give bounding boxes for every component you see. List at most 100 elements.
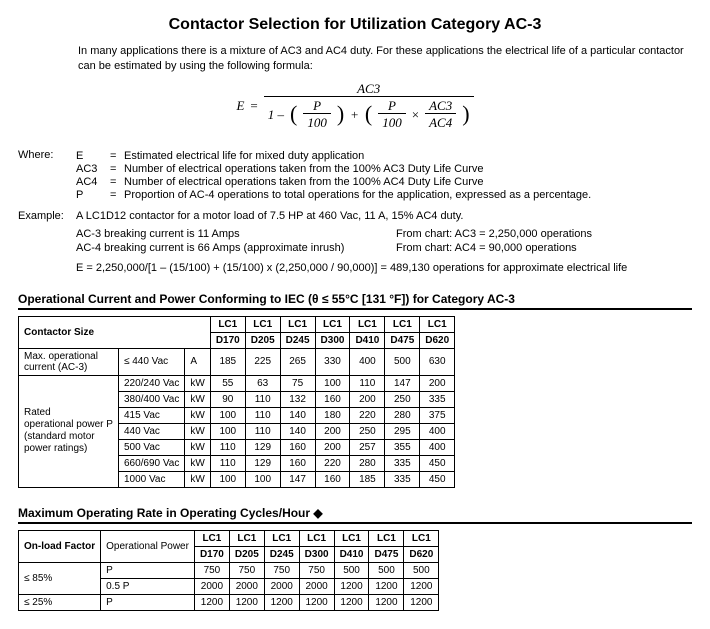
lc1-head: LC1: [334, 530, 369, 546]
cell: 200: [315, 439, 350, 455]
table-row: Max. operational current (AC-3) ≤ 440 Va…: [19, 348, 455, 375]
lc1-head: LC1: [385, 316, 420, 332]
table2-title: Maximum Operating Rate in Operating Cycl…: [18, 506, 692, 524]
cell: 160: [315, 471, 350, 487]
cell: 450: [420, 471, 455, 487]
cell: 335: [420, 391, 455, 407]
model-head: D205: [245, 332, 280, 348]
unit: kW: [185, 391, 210, 407]
model-head: D205: [229, 546, 264, 562]
formula: E = AC3 1 – ( P 100 ) + ( P 100: [18, 82, 692, 131]
cond: 220/240 Vac: [118, 375, 184, 391]
cond: 380/400 Vac: [118, 391, 184, 407]
ex-left2: AC-4 breaking current is 66 Amps (approx…: [76, 242, 396, 254]
cell: 2000: [194, 578, 229, 594]
def-sym: P: [76, 189, 110, 201]
lc1-head: LC1: [369, 530, 404, 546]
cell: 500: [385, 348, 420, 375]
cell: 1200: [299, 594, 334, 610]
power: P: [101, 562, 195, 578]
cell: 129: [245, 439, 280, 455]
cell: 110: [210, 455, 245, 471]
where-label: Where:: [18, 149, 76, 202]
unit: kW: [185, 471, 210, 487]
def-txt: Proportion of AC-4 operations to total o…: [124, 189, 591, 201]
factor-label: On-load Factor: [19, 530, 101, 562]
cond: 500 Vac: [118, 439, 184, 455]
cell: 375: [420, 407, 455, 423]
cell: 330: [315, 348, 350, 375]
cell: 110: [245, 407, 280, 423]
lc1-head: LC1: [299, 530, 334, 546]
cell: 1200: [404, 578, 439, 594]
table-rate: On-load Factor Operational Power LC1 LC1…: [18, 530, 439, 611]
table-row: On-load Factor Operational Power LC1 LC1…: [19, 530, 439, 546]
cell: 160: [280, 439, 315, 455]
cell: 185: [210, 348, 245, 375]
cell: 750: [264, 562, 299, 578]
cell: 295: [385, 423, 420, 439]
ex-right2: From chart: AC4 = 90,000 operations: [396, 242, 692, 254]
lc1-head: LC1: [194, 530, 229, 546]
page-title: Contactor Selection for Utilization Cate…: [18, 16, 692, 34]
cell: 400: [350, 348, 385, 375]
def-sym: AC3: [76, 163, 110, 175]
rowlabel: Max. operational: [24, 351, 98, 362]
definitions: Where: E=Estimated electrical life for m…: [18, 149, 692, 202]
den-lead: 1 –: [268, 108, 284, 122]
formula-lhs: E: [236, 98, 244, 114]
cell: 55: [210, 375, 245, 391]
ac4: AC4: [425, 113, 456, 130]
model-head: D475: [385, 332, 420, 348]
cell: 280: [350, 455, 385, 471]
cell: 160: [280, 455, 315, 471]
cell: 100: [210, 471, 245, 487]
contactor-size-label: Contactor Size: [19, 316, 211, 348]
cell: 1200: [404, 594, 439, 610]
cell: 110: [245, 391, 280, 407]
cell: 280: [385, 407, 420, 423]
cell: 1200: [369, 594, 404, 610]
model-head: D300: [315, 332, 350, 348]
cell: 355: [385, 439, 420, 455]
cell: 100: [210, 407, 245, 423]
cell: 500: [369, 562, 404, 578]
def-txt: Number of electrical operations taken fr…: [124, 163, 484, 175]
cell: 250: [385, 391, 420, 407]
cond: ≤ 440 Vac: [118, 348, 184, 375]
unit: kW: [185, 439, 210, 455]
ac3: AC3: [425, 99, 456, 113]
cell: 500: [404, 562, 439, 578]
cell: 200: [420, 375, 455, 391]
cell: 225: [245, 348, 280, 375]
cell: 90: [210, 391, 245, 407]
unit: kW: [185, 407, 210, 423]
example-label: Example:: [18, 210, 76, 274]
cell: 1200: [264, 594, 299, 610]
cell: 160: [315, 391, 350, 407]
cell: 200: [350, 391, 385, 407]
lc1-head: LC1: [404, 530, 439, 546]
formula-eq: =: [250, 98, 257, 114]
table-row: ≤ 85%P750750750750500500500: [19, 562, 439, 578]
cell: 200: [315, 423, 350, 439]
unit: kW: [185, 423, 210, 439]
lc1-head: LC1: [420, 316, 455, 332]
cell: 400: [420, 423, 455, 439]
cell: 1200: [334, 594, 369, 610]
cell: 180: [315, 407, 350, 423]
ex-left1: AC-3 breaking current is 11 Amps: [76, 228, 396, 240]
times: ×: [412, 108, 419, 122]
cond: 660/690 Vac: [118, 455, 184, 471]
example: Example: A LC1D12 contactor for a motor …: [18, 210, 692, 274]
def-sym: AC4: [76, 176, 110, 188]
cell: 110: [210, 439, 245, 455]
intro-text: In many applications there is a mixture …: [78, 44, 692, 74]
model-head: D300: [299, 546, 334, 562]
cell: 100: [245, 471, 280, 487]
def-txt: Number of electrical operations taken fr…: [124, 176, 484, 188]
table-operational: Contactor Size LC1 LC1 LC1 LC1 LC1 LC1 L…: [18, 316, 455, 488]
p-num: P: [309, 99, 325, 113]
lc1-head: LC1: [210, 316, 245, 332]
model-head: D245: [280, 332, 315, 348]
